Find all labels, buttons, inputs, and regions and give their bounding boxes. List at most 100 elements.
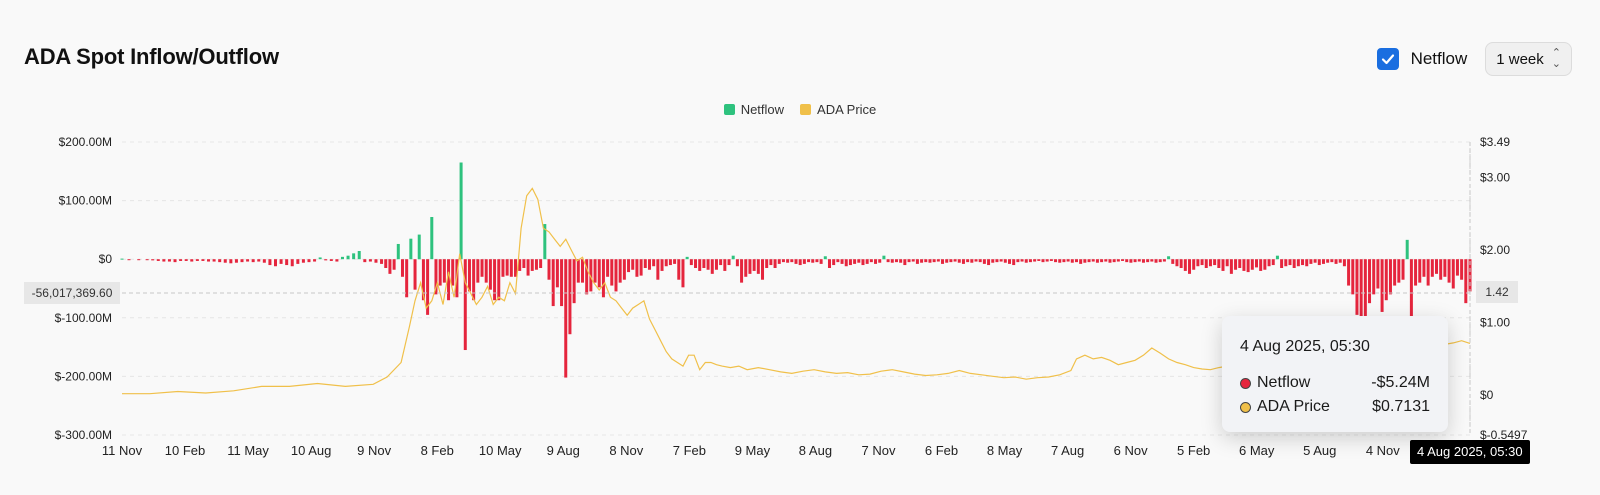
x-tick-label: 10 May <box>479 443 522 458</box>
netflow-bar <box>639 259 643 276</box>
netflow-bar <box>593 259 597 283</box>
netflow-bar <box>681 259 685 288</box>
netflow-bar <box>1183 259 1187 271</box>
netflow-bar <box>987 259 991 266</box>
netflow-checkbox-label[interactable]: Netflow <box>1410 49 1468 68</box>
netflow-bar <box>1309 259 1313 264</box>
netflow-bar <box>564 259 568 378</box>
y-right-tick-label: $-0.5497 <box>1480 428 1528 442</box>
netflow-bar <box>340 256 344 260</box>
netflow-bar <box>195 259 199 261</box>
legend-swatch-ada-price <box>800 104 812 115</box>
netflow-bar <box>1125 259 1129 263</box>
legend-item-ada-price[interactable]: ADA Price <box>800 102 876 117</box>
netflow-bar <box>974 259 978 262</box>
netflow-bar <box>1376 259 1380 289</box>
netflow-bar <box>1317 259 1321 266</box>
netflow-bar <box>484 259 488 283</box>
netflow-bar <box>1083 259 1087 263</box>
x-tick-label: 7 Nov <box>861 443 895 458</box>
netflow-bar <box>522 259 526 268</box>
netflow-bar <box>907 259 911 263</box>
netflow-bar <box>622 259 626 280</box>
y-right-tick-label: $3.00 <box>1480 171 1510 185</box>
netflow-bar <box>251 259 255 263</box>
netflow-bar <box>1217 259 1221 268</box>
x-tick-label: 9 May <box>735 443 771 458</box>
netflow-bar <box>781 259 785 263</box>
netflow-bar <box>1146 259 1150 263</box>
netflow-bar <box>677 259 681 280</box>
chevron-up-down-icon: ⌃ ⌄ <box>1551 47 1561 70</box>
netflow-bar <box>1267 259 1271 267</box>
x-tick-label: 7 Feb <box>673 443 706 458</box>
netflow-bar <box>618 259 622 283</box>
netflow-bar <box>769 259 773 266</box>
netflow-bar <box>1188 259 1192 274</box>
netflow-bar <box>329 259 333 261</box>
netflow-bar <box>606 259 610 277</box>
netflow-bar <box>731 255 735 260</box>
netflow-bar <box>421 259 425 301</box>
netflow-bar <box>899 259 903 263</box>
netflow-bar <box>547 259 551 280</box>
netflow-bar <box>1414 259 1418 286</box>
netflow-bar <box>1305 259 1309 267</box>
netflow-bar <box>1087 259 1091 263</box>
hover-x-label: 4 Aug 2025, 05:30 <box>1410 440 1530 464</box>
netflow-bar <box>405 259 409 298</box>
netflow-bar <box>748 259 752 274</box>
netflow-bar <box>1154 259 1158 263</box>
netflow-bar <box>580 259 584 283</box>
netflow-bar <box>740 259 744 283</box>
x-tick-label: 8 May <box>987 443 1023 458</box>
hover-left-axis-value: -56,017,369.60 <box>24 282 120 304</box>
x-tick-label: 5 Feb <box>1177 443 1210 458</box>
netflow-bar <box>1179 259 1183 268</box>
netflow-bar <box>1430 259 1434 277</box>
netflow-bar <box>234 259 238 263</box>
netflow-bar <box>1292 259 1296 268</box>
netflow-bar <box>273 259 277 267</box>
netflow-bar <box>1037 259 1041 261</box>
netflow-bar <box>1250 259 1254 270</box>
netflow-bar <box>1355 259 1359 315</box>
period-select-value: 1 week <box>1496 50 1544 68</box>
netflow-bar <box>1384 259 1388 301</box>
netflow-bar <box>1112 259 1116 263</box>
netflow-bar <box>635 259 639 277</box>
netflow-bar <box>156 259 160 261</box>
netflow-bar <box>467 259 471 292</box>
netflow-bar <box>1066 259 1070 262</box>
netflow-bar <box>656 259 660 280</box>
netflow-bar <box>1095 259 1099 263</box>
netflow-bar <box>1388 259 1392 295</box>
netflow-bar <box>815 259 819 263</box>
netflow-bar <box>794 259 798 264</box>
netflow-bar <box>1418 259 1422 283</box>
netflow-bar <box>744 259 748 277</box>
netflow-bar <box>832 259 836 266</box>
netflow-bar <box>1439 259 1443 280</box>
netflow-bar <box>357 250 361 260</box>
tooltip-value-netflow: -$5.24M <box>1371 374 1430 391</box>
netflow-bar <box>1100 259 1104 263</box>
netflow-bar <box>363 259 367 263</box>
netflow-bar <box>920 259 924 263</box>
netflow-bar <box>1401 259 1405 280</box>
netflow-checkbox[interactable] <box>1376 48 1399 70</box>
netflow-bar <box>652 259 656 267</box>
netflow-bar <box>476 259 480 283</box>
legend-label-ada-price: ADA Price <box>817 102 877 117</box>
netflow-bar <box>1150 259 1154 262</box>
netflow-bar <box>1104 259 1108 262</box>
period-select[interactable]: 1 week ⌃ ⌄ <box>1485 42 1572 76</box>
netflow-bar <box>756 259 760 274</box>
y-right-tick-label: $1.00 <box>1480 316 1510 330</box>
netflow-bar <box>915 259 919 264</box>
netflow-bar <box>689 259 693 266</box>
netflow-bar <box>1321 259 1325 264</box>
legend-item-netflow[interactable]: Netflow <box>723 102 784 117</box>
x-tick-label: 11 Nov <box>102 443 143 458</box>
